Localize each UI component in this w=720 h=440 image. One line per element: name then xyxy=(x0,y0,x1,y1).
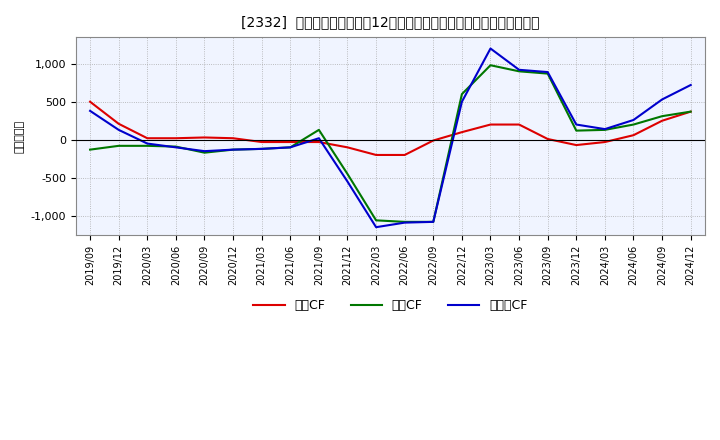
Y-axis label: （百万円）: （百万円） xyxy=(15,119,25,153)
フリーCF xyxy=(171,145,180,150)
営業CF xyxy=(86,99,94,104)
投賃CF xyxy=(544,71,552,76)
フリーCF xyxy=(658,97,667,102)
投賃CF xyxy=(286,145,294,150)
営業CF xyxy=(458,129,467,135)
Line: フリーCF: フリーCF xyxy=(90,48,690,227)
投賃CF xyxy=(171,144,180,149)
投賃CF xyxy=(458,92,467,97)
フリーCF xyxy=(686,82,695,88)
投賃CF xyxy=(486,62,495,68)
投賃CF xyxy=(686,109,695,114)
営業CF xyxy=(286,139,294,145)
フリーCF xyxy=(458,99,467,104)
フリーCF xyxy=(257,146,266,151)
フリーCF xyxy=(286,145,294,150)
投賃CF xyxy=(515,69,523,74)
フリーCF xyxy=(429,219,438,224)
営業CF xyxy=(200,135,209,140)
投賃CF xyxy=(658,114,667,119)
投賃CF xyxy=(400,219,409,224)
営業CF xyxy=(486,122,495,127)
フリーCF xyxy=(343,179,352,184)
投賃CF xyxy=(114,143,123,148)
投賃CF xyxy=(229,147,238,152)
営業CF xyxy=(600,139,609,145)
投賃CF xyxy=(257,146,266,151)
営業CF xyxy=(544,136,552,142)
フリーCF xyxy=(200,149,209,154)
投賃CF xyxy=(86,147,94,152)
営業CF xyxy=(372,152,380,158)
フリーCF xyxy=(600,126,609,132)
Title: [2332]  キャッシュフローの12か月移動合計の対前年同期増減額の推移: [2332] キャッシュフローの12か月移動合計の対前年同期増減額の推移 xyxy=(241,15,539,29)
営業CF xyxy=(572,143,580,148)
投賃CF xyxy=(572,128,580,133)
投賃CF xyxy=(200,150,209,155)
投賃CF xyxy=(372,218,380,223)
フリーCF xyxy=(629,117,638,123)
フリーCF xyxy=(544,70,552,75)
フリーCF xyxy=(572,122,580,127)
営業CF xyxy=(315,139,323,145)
Line: 投賃CF: 投賃CF xyxy=(90,65,690,222)
営業CF xyxy=(686,109,695,114)
フリーCF xyxy=(143,141,152,146)
営業CF xyxy=(400,152,409,158)
Legend: 営業CF, 投賃CF, フリーCF: 営業CF, 投賃CF, フリーCF xyxy=(248,294,532,318)
営業CF xyxy=(114,121,123,126)
営業CF xyxy=(143,136,152,141)
フリーCF xyxy=(486,46,495,51)
投賃CF xyxy=(315,127,323,132)
フリーCF xyxy=(315,136,323,141)
営業CF xyxy=(429,138,438,143)
営業CF xyxy=(629,132,638,138)
営業CF xyxy=(515,122,523,127)
投賃CF xyxy=(343,171,352,176)
フリーCF xyxy=(372,224,380,230)
投賃CF xyxy=(600,127,609,132)
フリーCF xyxy=(400,220,409,225)
投賃CF xyxy=(429,219,438,224)
フリーCF xyxy=(114,127,123,132)
フリーCF xyxy=(515,67,523,73)
投賃CF xyxy=(143,143,152,148)
営業CF xyxy=(658,118,667,123)
営業CF xyxy=(257,139,266,145)
Line: 営業CF: 営業CF xyxy=(90,102,690,155)
営業CF xyxy=(171,136,180,141)
営業CF xyxy=(343,145,352,150)
投賃CF xyxy=(629,122,638,127)
フリーCF xyxy=(229,147,238,152)
営業CF xyxy=(229,136,238,141)
フリーCF xyxy=(86,108,94,114)
